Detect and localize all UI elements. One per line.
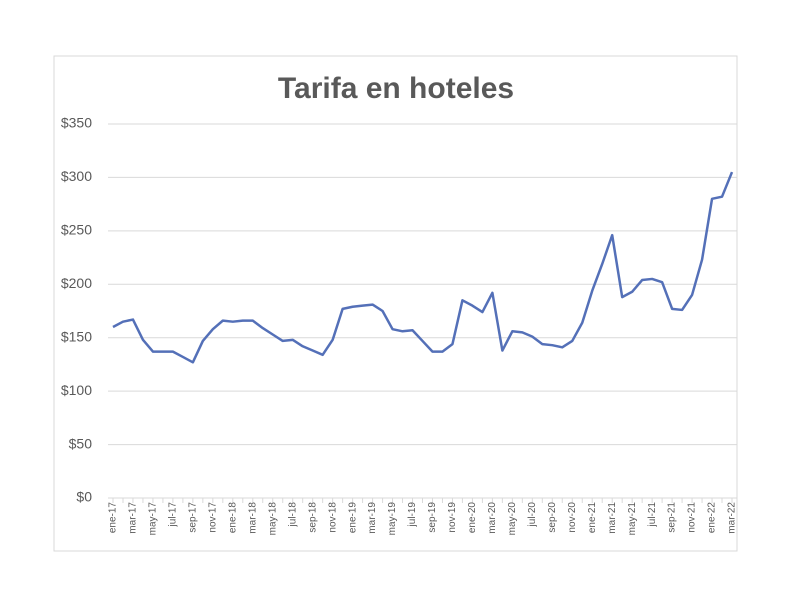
x-tick-label: mar-22 bbox=[727, 502, 738, 534]
x-tick-label: may-21 bbox=[627, 502, 638, 536]
x-tick-label: ene-19 bbox=[347, 502, 358, 534]
x-tick-label: ene-18 bbox=[227, 502, 238, 534]
chart-frame bbox=[53, 55, 738, 552]
y-tick-label: $50 bbox=[69, 435, 93, 451]
x-tick-label: mar-17 bbox=[128, 502, 139, 534]
x-tick-label: nov-17 bbox=[207, 502, 218, 533]
x-tick-label: ene-20 bbox=[467, 502, 478, 534]
x-tick-label: nov-18 bbox=[327, 502, 338, 533]
x-tick-label: mar-21 bbox=[607, 502, 618, 534]
x-tick-label: nov-20 bbox=[567, 502, 578, 533]
x-tick-label: sep-20 bbox=[547, 502, 558, 533]
x-tick-label: jul-21 bbox=[647, 502, 658, 528]
x-tick-label: sep-21 bbox=[667, 502, 678, 533]
x-tick-label: may-20 bbox=[507, 502, 518, 536]
x-tick-label: mar-19 bbox=[367, 502, 378, 534]
x-tick-label: jul-19 bbox=[407, 502, 418, 528]
y-tick-label: $200 bbox=[61, 275, 92, 291]
y-tick-label: $300 bbox=[61, 168, 92, 184]
x-tick-label: jul-20 bbox=[527, 502, 538, 528]
x-tick-label: jul-17 bbox=[168, 502, 179, 528]
x-tick-label: sep-17 bbox=[188, 502, 199, 533]
chart-title: Tarifa en hoteles bbox=[278, 72, 514, 105]
x-tick-label: ene-17 bbox=[108, 502, 119, 534]
x-tick-label: mar-20 bbox=[487, 502, 498, 534]
y-tick-label: $250 bbox=[61, 222, 92, 238]
x-tick-label: may-17 bbox=[148, 502, 159, 536]
y-tick-label: $100 bbox=[61, 382, 92, 398]
x-tick-label: ene-22 bbox=[707, 502, 718, 534]
x-tick-label: ene-21 bbox=[587, 502, 598, 534]
x-tick-label: sep-18 bbox=[307, 502, 318, 533]
x-tick-label: may-19 bbox=[387, 502, 398, 536]
x-tick-label: may-18 bbox=[267, 502, 278, 536]
y-tick-label: $350 bbox=[61, 115, 92, 131]
x-tick-label: sep-19 bbox=[427, 502, 438, 533]
x-tick-label: jul-18 bbox=[287, 502, 298, 528]
x-tick-label: nov-19 bbox=[447, 502, 458, 533]
series-line bbox=[112, 171, 734, 364]
x-tick-label: mar-18 bbox=[247, 502, 258, 534]
y-tick-label: $150 bbox=[61, 328, 92, 344]
x-tick-label: nov-21 bbox=[687, 502, 698, 533]
y-tick-label: $0 bbox=[76, 489, 92, 505]
